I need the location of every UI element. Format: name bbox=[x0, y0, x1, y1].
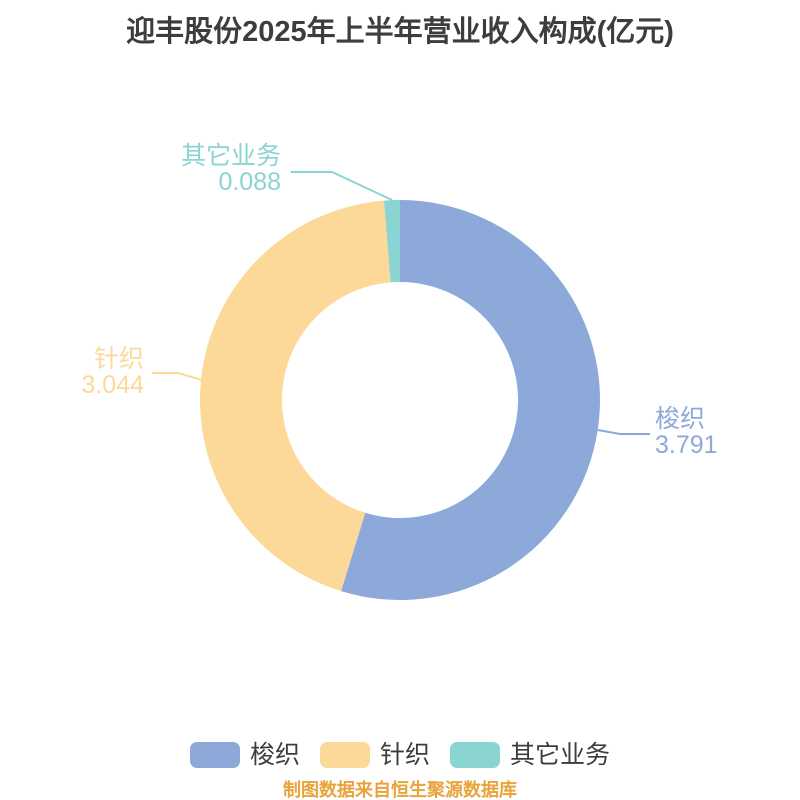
legend-item-knit[interactable]: 针织 bbox=[319, 741, 430, 769]
slice-label-name: 其它业务 bbox=[180, 142, 281, 170]
legend-label: 其它业务 bbox=[510, 741, 611, 769]
legend-label: 针织 bbox=[379, 741, 430, 769]
pie-slice-0[interactable] bbox=[341, 200, 601, 600]
pie-slice-1[interactable] bbox=[200, 200, 391, 592]
legend-swatch-other-business-icon bbox=[450, 742, 500, 768]
data-source-note: 制图数据来自恒生聚源数据库 bbox=[283, 780, 517, 800]
label-leader-line-0 bbox=[597, 429, 650, 435]
slice-label-woven: 梭织 3.791 bbox=[655, 406, 718, 458]
slice-label-knit: 针织 3.044 bbox=[81, 346, 144, 398]
slice-label-value: 3.791 bbox=[655, 431, 718, 459]
slice-label-other-business: 其它业务 0.088 bbox=[181, 143, 281, 195]
chart-title: 迎丰股份2025年上半年营业收入构成(亿元) bbox=[126, 16, 674, 48]
legend-swatch-woven-icon bbox=[189, 742, 240, 768]
slice-label-name: 针织 bbox=[93, 345, 144, 373]
legend-item-other-business[interactable]: 其它业务 bbox=[450, 742, 610, 768]
pie-slice-2[interactable] bbox=[384, 200, 400, 283]
legend-swatch-knit-icon bbox=[319, 742, 370, 768]
label-leader-line-1 bbox=[152, 372, 203, 381]
legend-item-woven[interactable]: 梭织 bbox=[189, 741, 300, 769]
label-leader-line-2 bbox=[291, 171, 393, 201]
legend-label: 梭织 bbox=[249, 741, 300, 769]
slice-label-value: 3.044 bbox=[81, 371, 144, 399]
legend: 梭织 针织 其它业务 bbox=[0, 742, 800, 768]
slice-label-name: 梭织 bbox=[655, 405, 706, 433]
slice-label-value: 0.088 bbox=[218, 168, 281, 196]
